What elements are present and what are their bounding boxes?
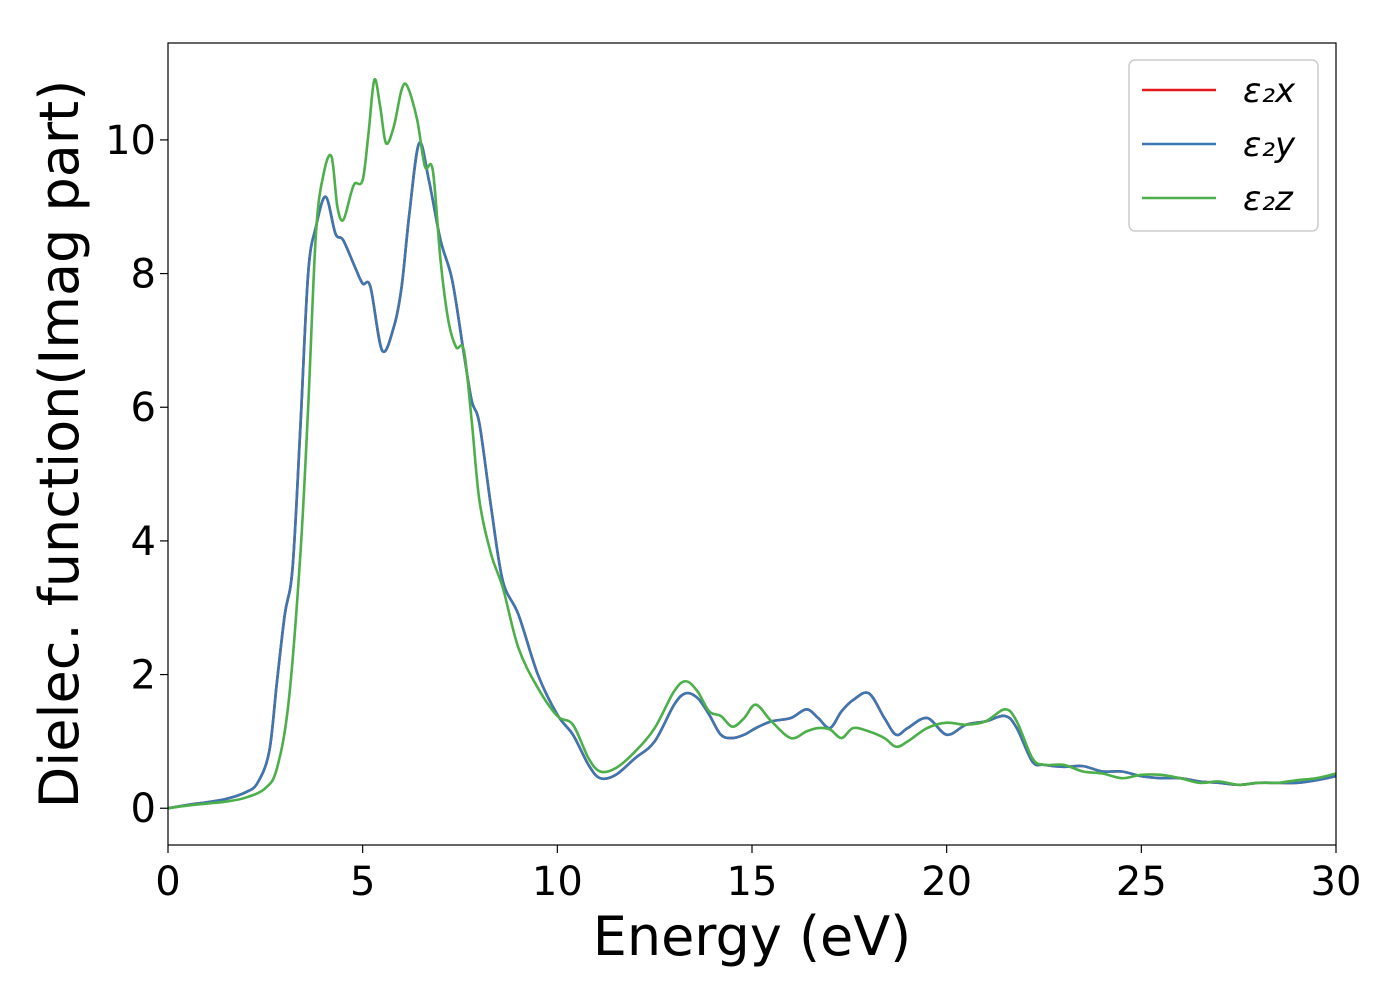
legend-label-2: ε₂y: [1243, 125, 1296, 165]
legend-box: [1128, 59, 1319, 232]
x-tick-label: 10: [532, 859, 583, 905]
x-tick-label: 20: [921, 859, 972, 905]
plot-area: [168, 77, 1336, 810]
x-tick-label: 15: [727, 859, 778, 905]
x-tick-label: 30: [1311, 859, 1362, 905]
y-axis-title: Dielec. function(Imag part): [28, 80, 91, 809]
series-line-3: [168, 77, 1336, 810]
y-tick-label: 10: [105, 118, 156, 164]
legend-label-3: ε₂z: [1243, 179, 1294, 219]
x-tick-label: 5: [350, 859, 375, 905]
y-tick-label: 4: [131, 519, 156, 565]
y-tick-label: 2: [131, 653, 156, 699]
legend: ε₂x ε₂y ε₂z: [1128, 59, 1319, 232]
x-axis-title: Energy (eV): [593, 905, 912, 968]
x-axis: 0 5 10 15 20 25 30: [155, 845, 1361, 905]
y-tick-label: 8: [131, 252, 156, 298]
series-line-2: [168, 141, 1336, 810]
legend-label-1: ε₂x: [1243, 71, 1296, 111]
x-tick-label: 0: [155, 859, 180, 905]
x-tick-label: 25: [1116, 859, 1167, 905]
y-tick-label: 0: [131, 786, 156, 832]
y-tick-label: 6: [131, 385, 156, 431]
y-axis: 0 2 4 6 8 10: [105, 118, 168, 832]
